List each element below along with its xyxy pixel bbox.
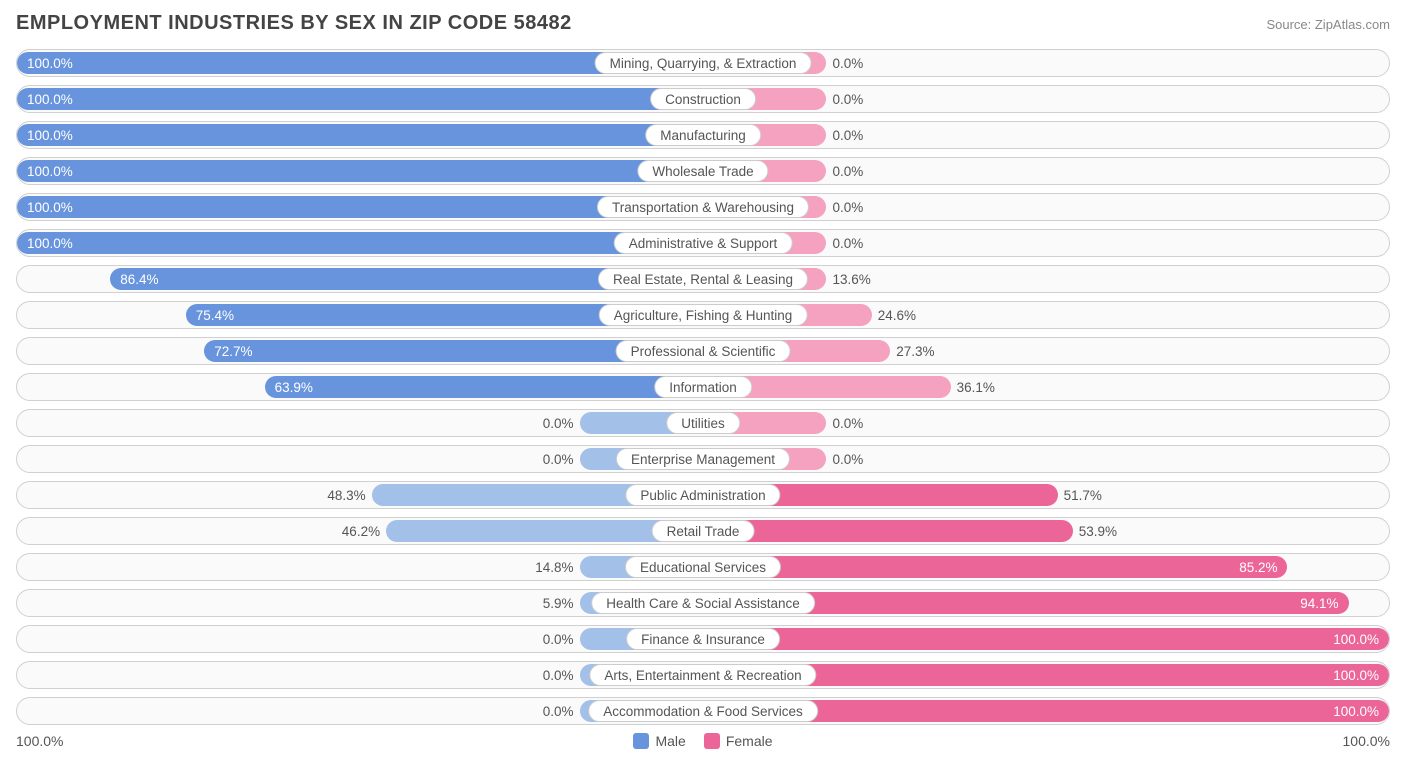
legend-item-male: Male bbox=[633, 733, 685, 749]
male-pct-label: 72.7% bbox=[204, 338, 262, 364]
male-pct-label: 100.0% bbox=[17, 86, 83, 112]
male-pct-label: 100.0% bbox=[17, 230, 83, 256]
male-pct-label: 0.0% bbox=[537, 626, 580, 652]
row-category-label: Finance & Insurance bbox=[626, 628, 780, 650]
female-pct-label: 0.0% bbox=[826, 50, 869, 76]
legend-swatch-male bbox=[633, 733, 649, 749]
female-pct-label: 0.0% bbox=[826, 122, 869, 148]
legend-label-female: Female bbox=[726, 733, 773, 749]
male-bar bbox=[17, 88, 703, 110]
chart-row: 14.8% 85.2% Educational Services bbox=[16, 553, 1390, 581]
chart-row: 100.0% 0.0% Wholesale Trade bbox=[16, 157, 1390, 185]
row-category-label: Administrative & Support bbox=[614, 232, 793, 254]
row-category-label: Health Care & Social Assistance bbox=[591, 592, 815, 614]
female-pct-label: 0.0% bbox=[826, 410, 869, 436]
row-category-label: Information bbox=[654, 376, 752, 398]
female-pct-label: 100.0% bbox=[1323, 698, 1389, 724]
chart-row: 100.0% 0.0% Manufacturing bbox=[16, 121, 1390, 149]
female-pct-label: 0.0% bbox=[826, 194, 869, 220]
female-pct-label: 85.2% bbox=[1229, 554, 1287, 580]
chart-row: 100.0% 0.0% Administrative & Support bbox=[16, 229, 1390, 257]
chart-row: 100.0% 0.0% Transportation & Warehousing bbox=[16, 193, 1390, 221]
male-pct-label: 48.3% bbox=[321, 482, 371, 508]
female-pct-label: 0.0% bbox=[826, 158, 869, 184]
female-pct-label: 0.0% bbox=[826, 446, 869, 472]
female-pct-label: 0.0% bbox=[826, 230, 869, 256]
chart-row: 46.2% 53.9% Retail Trade bbox=[16, 517, 1390, 545]
male-pct-label: 100.0% bbox=[17, 50, 83, 76]
chart-row: 0.0% 100.0% Accommodation & Food Services bbox=[16, 697, 1390, 725]
diverging-bar-chart: 100.0% 0.0% Mining, Quarrying, & Extractio… bbox=[16, 49, 1390, 725]
female-pct-label: 100.0% bbox=[1323, 662, 1389, 688]
row-category-label: Public Administration bbox=[625, 484, 780, 506]
row-category-label: Utilities bbox=[666, 412, 740, 434]
male-pct-label: 100.0% bbox=[17, 194, 83, 220]
row-category-label: Agriculture, Fishing & Hunting bbox=[599, 304, 808, 326]
male-bar bbox=[265, 376, 703, 398]
female-pct-label: 27.3% bbox=[890, 338, 940, 364]
row-category-label: Transportation & Warehousing bbox=[597, 196, 809, 218]
row-category-label: Construction bbox=[650, 88, 756, 110]
row-category-label: Professional & Scientific bbox=[616, 340, 791, 362]
chart-title: EMPLOYMENT INDUSTRIES BY SEX IN ZIP CODE… bbox=[16, 12, 572, 35]
female-pct-label: 53.9% bbox=[1073, 518, 1123, 544]
male-pct-label: 75.4% bbox=[186, 302, 244, 328]
female-pct-label: 100.0% bbox=[1323, 626, 1389, 652]
male-pct-label: 0.0% bbox=[537, 662, 580, 688]
chart-row: 48.3% 51.7% Public Administration bbox=[16, 481, 1390, 509]
male-pct-label: 14.8% bbox=[529, 554, 579, 580]
chart-header: EMPLOYMENT INDUSTRIES BY SEX IN ZIP CODE… bbox=[16, 12, 1390, 35]
chart-row: 0.0% 0.0% Enterprise Management bbox=[16, 445, 1390, 473]
male-pct-label: 100.0% bbox=[17, 158, 83, 184]
row-category-label: Real Estate, Rental & Leasing bbox=[598, 268, 808, 290]
female-pct-label: 24.6% bbox=[872, 302, 922, 328]
row-category-label: Mining, Quarrying, & Extraction bbox=[595, 52, 812, 74]
row-category-label: Educational Services bbox=[625, 556, 781, 578]
axis-right-label: 100.0% bbox=[1343, 733, 1390, 749]
male-bar bbox=[17, 160, 703, 182]
female-pct-label: 51.7% bbox=[1058, 482, 1108, 508]
female-bar bbox=[703, 556, 1287, 578]
male-bar bbox=[17, 124, 703, 146]
row-category-label: Retail Trade bbox=[652, 520, 755, 542]
male-pct-label: 0.0% bbox=[537, 446, 580, 472]
row-category-label: Manufacturing bbox=[645, 124, 761, 146]
row-category-label: Arts, Entertainment & Recreation bbox=[589, 664, 816, 686]
chart-source: Source: ZipAtlas.com bbox=[1266, 17, 1390, 32]
chart-row: 0.0% 0.0% Utilities bbox=[16, 409, 1390, 437]
male-pct-label: 5.9% bbox=[537, 590, 580, 616]
male-pct-label: 46.2% bbox=[336, 518, 386, 544]
chart-row: 0.0% 100.0% Finance & Insurance bbox=[16, 625, 1390, 653]
chart-row: 63.9% 36.1% Information bbox=[16, 373, 1390, 401]
chart-row: 86.4% 13.6% Real Estate, Rental & Leasing bbox=[16, 265, 1390, 293]
female-bar bbox=[703, 628, 1389, 650]
legend-label-male: Male bbox=[655, 733, 685, 749]
chart-row: 75.4% 24.6% Agriculture, Fishing & Hunting bbox=[16, 301, 1390, 329]
legend-item-female: Female bbox=[704, 733, 773, 749]
row-category-label: Wholesale Trade bbox=[637, 160, 768, 182]
male-pct-label: 100.0% bbox=[17, 122, 83, 148]
chart-row: 100.0% 0.0% Construction bbox=[16, 85, 1390, 113]
legend-swatch-female bbox=[704, 733, 720, 749]
female-pct-label: 0.0% bbox=[826, 86, 869, 112]
female-pct-label: 94.1% bbox=[1290, 590, 1348, 616]
chart-footer: 100.0% Male Female 100.0% bbox=[16, 733, 1390, 749]
female-bar bbox=[703, 520, 1073, 542]
chart-row: 5.9% 94.1% Health Care & Social Assistance bbox=[16, 589, 1390, 617]
female-pct-label: 36.1% bbox=[951, 374, 1001, 400]
female-pct-label: 13.6% bbox=[826, 266, 876, 292]
male-pct-label: 63.9% bbox=[265, 374, 323, 400]
axis-left-label: 100.0% bbox=[16, 733, 63, 749]
male-pct-label: 86.4% bbox=[110, 266, 168, 292]
male-bar bbox=[17, 232, 703, 254]
male-pct-label: 0.0% bbox=[537, 410, 580, 436]
chart-row: 100.0% 0.0% Mining, Quarrying, & Extractio… bbox=[16, 49, 1390, 77]
legend: Male Female bbox=[633, 733, 772, 749]
row-category-label: Accommodation & Food Services bbox=[588, 700, 818, 722]
male-pct-label: 0.0% bbox=[537, 698, 580, 724]
chart-row: 72.7% 27.3% Professional & Scientific bbox=[16, 337, 1390, 365]
chart-row: 0.0% 100.0% Arts, Entertainment & Recreati… bbox=[16, 661, 1390, 689]
row-category-label: Enterprise Management bbox=[616, 448, 790, 470]
